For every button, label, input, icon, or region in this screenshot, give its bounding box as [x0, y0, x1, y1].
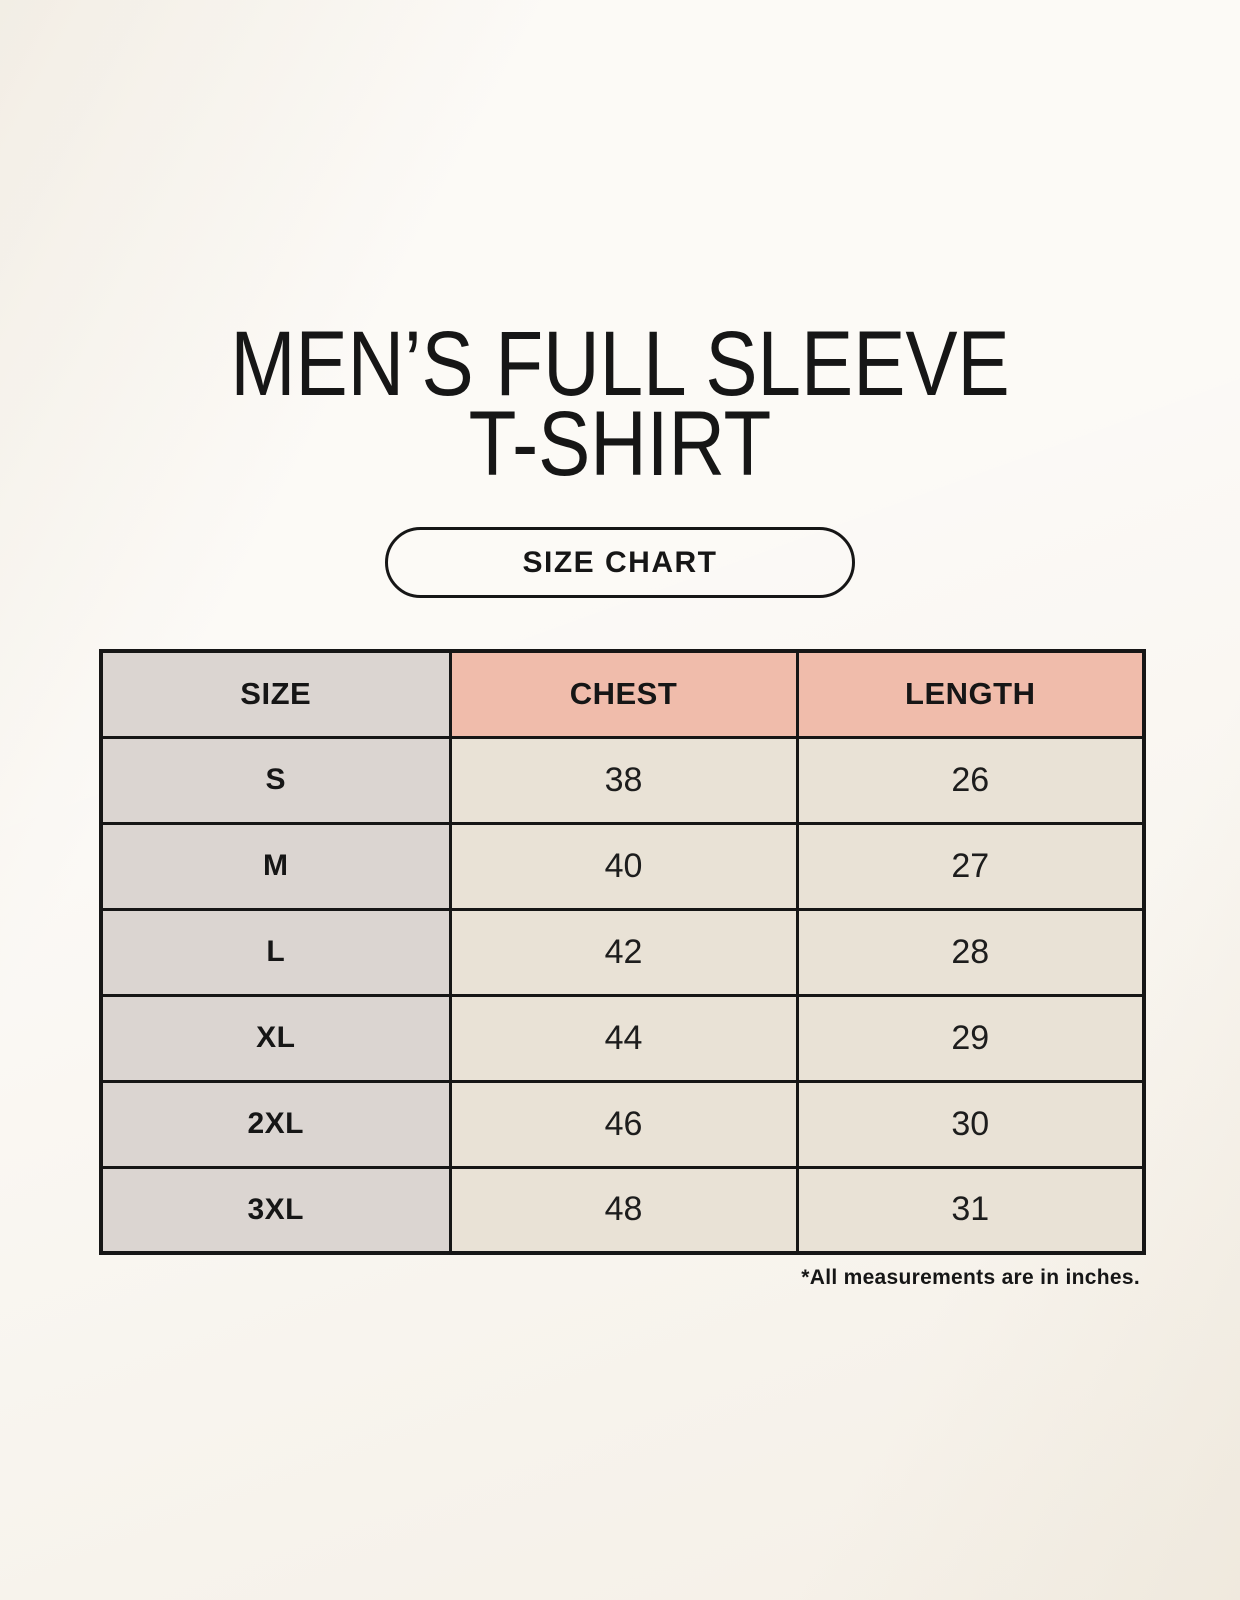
- chest-cell: 44: [448, 993, 799, 1083]
- table-row: 3XL 48 31: [99, 1165, 1146, 1255]
- size-cell: 2XL: [99, 1079, 452, 1169]
- column-header-length: LENGTH: [795, 649, 1146, 739]
- length-cell: 27: [795, 821, 1146, 911]
- size-cell: XL: [99, 993, 452, 1083]
- size-chart-table: SIZE CHEST LENGTH S 38 26 M 40 27 L 42 2…: [99, 649, 1146, 1255]
- table-row: M 40 27: [99, 821, 1146, 911]
- size-chart-badge-container: SIZE CHART: [0, 527, 1240, 598]
- length-cell: 30: [795, 1079, 1146, 1169]
- column-header-size: SIZE: [99, 649, 452, 739]
- length-cell: 26: [795, 735, 1146, 825]
- header-row: SIZE CHEST LENGTH: [99, 649, 1146, 739]
- chest-cell: 48: [448, 1165, 799, 1255]
- measurements-footnote: *All measurements are in inches.: [801, 1266, 1140, 1289]
- size-cell: M: [99, 821, 452, 911]
- chest-cell: 46: [448, 1079, 799, 1169]
- page-title-line2: T-SHIRT: [468, 393, 772, 495]
- size-chart-badge: SIZE CHART: [385, 527, 855, 598]
- table-row: L 42 28: [99, 907, 1146, 997]
- column-header-chest: CHEST: [448, 649, 799, 739]
- length-cell: 28: [795, 907, 1146, 997]
- chest-cell: 40: [448, 821, 799, 911]
- table-row: XL 44 29: [99, 993, 1146, 1083]
- size-cell: S: [99, 735, 452, 825]
- table-row: 2XL 46 30: [99, 1079, 1146, 1169]
- size-cell: L: [99, 907, 452, 997]
- chest-cell: 42: [448, 907, 799, 997]
- length-cell: 29: [795, 993, 1146, 1083]
- length-cell: 31: [795, 1165, 1146, 1255]
- page-title-line1: MEN’S FULL SLEEVE: [230, 313, 1010, 415]
- chest-cell: 38: [448, 735, 799, 825]
- size-cell: 3XL: [99, 1165, 452, 1255]
- table-row: S 38 26: [99, 735, 1146, 825]
- page-title: MEN’S FULL SLEEVE T-SHIRT: [93, 0, 1147, 495]
